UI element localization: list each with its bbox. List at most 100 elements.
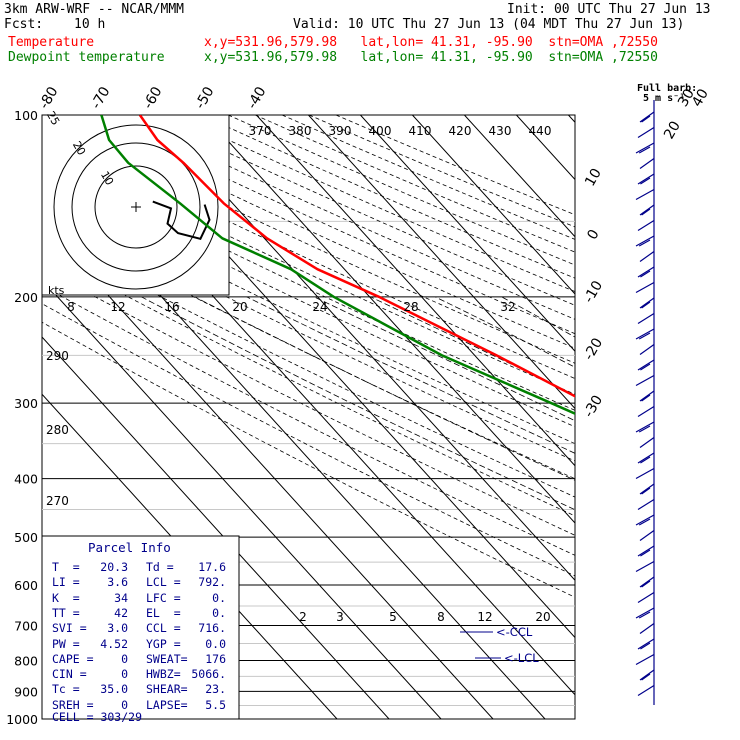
- isotherm--20: [360, 115, 575, 353]
- theta-e-label-430: 430: [489, 124, 512, 138]
- wind-barb-half: [641, 394, 651, 402]
- wind-barb: [635, 607, 655, 619]
- wind-barb-half: [640, 642, 651, 650]
- parcel-info-cell: 0: [121, 697, 128, 712]
- parcel-info-cell: 3.6: [107, 575, 128, 590]
- mixing-ratio-label-8: 8: [437, 610, 445, 624]
- theta-e-label-370: 370: [249, 124, 272, 138]
- dewpoint-location: x,y=531.96,579.98 lat,lon= 41.31, -95.90…: [204, 50, 658, 65]
- parcel-info-cell: 4.52: [100, 636, 128, 651]
- wind-barb-half: [640, 270, 651, 278]
- temperature-line: [138, 115, 575, 398]
- wind-barb: [639, 111, 655, 123]
- wind-barb: [639, 297, 655, 309]
- ring-10: [94, 165, 178, 249]
- wind-barb-half: [641, 673, 651, 681]
- isotherm-label-20: 20: [661, 119, 684, 142]
- parcel-info-cell: 23.: [205, 682, 226, 697]
- wind-barb: [637, 219, 655, 232]
- moist-adiabat-8: [194, 296, 575, 481]
- parcel-info-cell: PW =: [52, 636, 80, 651]
- parcel-info-cell: K =: [52, 590, 80, 605]
- wind-barb-half: [640, 363, 651, 371]
- wind-barb: [639, 530, 655, 541]
- isotherm-label--10: -10: [581, 278, 606, 306]
- wind-barb: [639, 669, 655, 681]
- hodograph-rings: [53, 124, 219, 290]
- ring-20: [71, 142, 201, 272]
- isotherm-40: [672, 115, 740, 719]
- wind-barb-half: [641, 580, 651, 588]
- parcel-info-cell: T =: [52, 560, 80, 574]
- theta-label-290: 290: [46, 349, 69, 363]
- parcel-info-cell: 3.0: [107, 621, 128, 636]
- wind-barb: [639, 251, 655, 262]
- dry-adiabat-340: [42, 157, 575, 411]
- parcel-info-cell: 42: [114, 605, 128, 620]
- wind-barb: [635, 653, 655, 666]
- moist-adiabat-24: [370, 296, 575, 396]
- temperature-legend: Temperature: [8, 35, 95, 50]
- parcel-info-cell: 792.: [198, 575, 226, 590]
- wind-barb: [637, 638, 655, 650]
- pressure-label-400: 400: [14, 472, 38, 487]
- hodo-ring-label-10: 10: [98, 169, 116, 188]
- dry-adiabat-320: [42, 187, 575, 445]
- isotherm-30: [620, 115, 740, 719]
- isotherm-label--60: -60: [140, 84, 165, 112]
- pressure-label-100: 100: [14, 108, 38, 123]
- speed-label-16: 16: [164, 300, 179, 314]
- dry-adiabat-250: [42, 303, 575, 577]
- full-barb-label: Full barb:: [637, 83, 698, 94]
- wind-barb: [637, 591, 655, 604]
- wind-barb-half: [640, 549, 651, 557]
- isotherm-label-40: 40: [689, 86, 712, 109]
- isotherm-label--80: -80: [36, 84, 61, 112]
- theta-e-label-380: 380: [289, 124, 312, 138]
- parcel-info-cell: 5066.: [191, 667, 226, 682]
- theta-label-270: 270: [46, 494, 69, 508]
- wind-barb: [639, 390, 655, 402]
- parcel-info-cell: CIN =: [52, 667, 87, 682]
- wind-barb-half: [638, 518, 651, 526]
- mixing-ratio-label-12: 12: [477, 610, 492, 624]
- wind-barb: [637, 684, 655, 697]
- isotherm--110: [42, 278, 442, 719]
- wind-barb: [639, 204, 655, 216]
- wind-barb: [637, 312, 655, 325]
- dry-adiabat-430: [201, 115, 575, 279]
- wind-barb: [635, 142, 655, 154]
- parcel-info-cell: SHEAR=: [146, 682, 188, 697]
- mixing-ratio-label-5: 5: [389, 610, 397, 624]
- wind-barb-half: [638, 332, 651, 340]
- isotherm--30: [308, 115, 575, 410]
- parcel-info-cell: 34: [114, 590, 128, 605]
- pressure-label-600: 600: [14, 578, 38, 593]
- theta-e-label-440: 440: [529, 124, 552, 138]
- speed-label-24: 24: [312, 300, 327, 314]
- dry-adiabat-360: [42, 129, 575, 379]
- isotherm-label-30: 30: [675, 86, 698, 109]
- parcel-info-cell: YGP =: [146, 636, 181, 651]
- parcel-info-cell: 176: [205, 651, 226, 666]
- dry-adiabat-440: [228, 115, 575, 266]
- isotherm-50: [724, 115, 740, 719]
- pressure-label-700: 700: [14, 618, 38, 633]
- pressure-label-1000: 1000: [6, 712, 38, 727]
- dry-adiabat-300: [42, 218, 575, 480]
- isotherm-label-10: 10: [582, 166, 605, 189]
- dry-adiabat-420: [174, 115, 575, 293]
- parcel-info-cell: 0.: [212, 605, 226, 620]
- speed-label-32: 32: [500, 300, 515, 314]
- wind-barb-half: [641, 208, 651, 216]
- wind-barb-half: [641, 301, 651, 309]
- dry-adiabat-270: [42, 267, 575, 536]
- wind-barb: [639, 483, 655, 495]
- isotherm-label--20: -20: [581, 335, 606, 363]
- isotherm-0: [464, 115, 575, 238]
- mixing-ratio-label-2: 2: [299, 610, 307, 624]
- wind-barb: [635, 514, 655, 526]
- parcel-info-cell: 0: [121, 667, 128, 682]
- isotherm--40: [256, 115, 575, 467]
- parcel-info-cell: Tc =: [52, 682, 80, 697]
